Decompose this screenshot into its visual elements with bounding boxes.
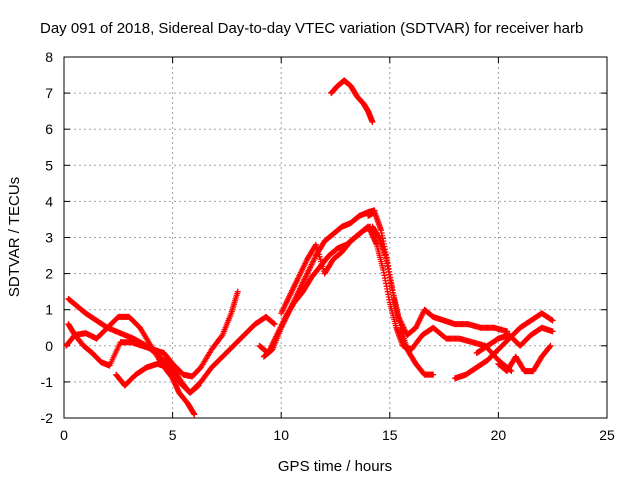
x-axis-label: GPS time / hours xyxy=(278,458,392,475)
series-track-d xyxy=(113,360,202,396)
data-point xyxy=(194,383,201,390)
series-track-l xyxy=(473,324,556,357)
x-tick-label: 20 xyxy=(491,427,507,443)
data-point xyxy=(430,371,437,378)
data-point xyxy=(369,118,376,125)
y-tick-label: -1 xyxy=(41,374,54,390)
data-point xyxy=(549,317,556,324)
x-tick-label: 15 xyxy=(382,427,398,443)
y-tick-label: 3 xyxy=(45,230,53,246)
data-point xyxy=(234,288,241,295)
y-tick-label: 7 xyxy=(45,85,53,101)
x-tick-label: 10 xyxy=(273,427,289,443)
y-tick-label: 1 xyxy=(45,302,53,318)
series-track-k xyxy=(451,310,556,382)
data-point xyxy=(195,382,202,389)
series-track-i xyxy=(369,223,511,338)
x-tick-label: 5 xyxy=(169,427,177,443)
y-tick-label: 5 xyxy=(45,157,53,173)
series-track-n xyxy=(328,77,376,125)
y-tick-label: 4 xyxy=(45,193,53,209)
data-marks xyxy=(63,77,556,418)
y-tick-label: 0 xyxy=(45,338,53,354)
y-tick-label: 8 xyxy=(45,49,53,65)
chart-title: Day 091 of 2018, Sidereal Day-to-day VTE… xyxy=(40,20,583,37)
y-tick-label: -2 xyxy=(41,410,54,426)
data-point xyxy=(547,342,554,349)
data-point xyxy=(218,333,225,340)
data-point xyxy=(271,321,278,328)
data-point xyxy=(270,320,277,327)
x-tick-label: 25 xyxy=(599,427,615,443)
series-track-j xyxy=(367,227,515,375)
axis-ticks: 0 5 10 15 20 25 -2 -1 0 1 2 3 4 5 6 7 8 xyxy=(41,49,615,443)
y-tick-label: 2 xyxy=(45,266,53,282)
data-point xyxy=(191,411,198,418)
y-axis-label: SDTVAR / TECUs xyxy=(6,177,23,297)
data-point xyxy=(364,224,371,231)
grid xyxy=(64,57,607,418)
x-tick-label: 0 xyxy=(60,427,68,443)
data-point xyxy=(546,343,553,350)
series-track-g xyxy=(278,223,372,317)
data-point xyxy=(548,316,555,323)
y-tick-label: 6 xyxy=(45,121,53,137)
series-track-m xyxy=(495,342,554,375)
data-point xyxy=(549,328,556,335)
